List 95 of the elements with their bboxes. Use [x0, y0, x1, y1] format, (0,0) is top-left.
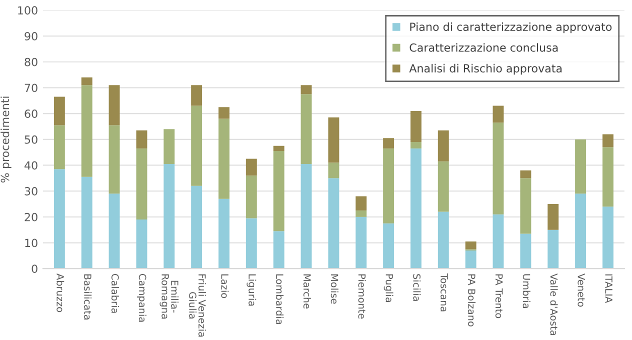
bar — [492, 106, 504, 123]
bar — [300, 85, 312, 94]
x-tick-label: ITALIA — [605, 274, 612, 304]
x-tick-label: Basilicata — [84, 274, 92, 320]
bar — [108, 194, 120, 269]
bar — [300, 164, 312, 269]
bar — [81, 77, 92, 86]
bar — [438, 161, 449, 212]
bar — [81, 85, 92, 177]
legend-label: Caratterizzazione conclusa — [410, 43, 558, 52]
bar — [191, 186, 202, 269]
bar — [328, 162, 340, 178]
y-tick-label: 70 — [24, 84, 38, 92]
bar — [273, 231, 284, 269]
bar — [492, 214, 504, 269]
bar — [81, 176, 92, 269]
bar — [438, 212, 449, 269]
bar — [520, 178, 532, 234]
x-tick-label: Puglia — [384, 274, 394, 302]
bar — [218, 198, 230, 269]
bar — [273, 151, 284, 232]
bar — [410, 142, 422, 148]
bar — [548, 230, 559, 269]
x-tick-label: Veneto — [578, 274, 585, 307]
x-tick-label: PA Trento — [495, 274, 503, 318]
bar — [356, 196, 367, 210]
y-tick-label: 60 — [24, 110, 38, 118]
y-axis-title: % procedimenti — [0, 96, 12, 183]
bar — [383, 148, 394, 224]
bar — [218, 107, 230, 119]
bar — [602, 147, 614, 207]
legend-label: Piano di caratterizzazione approvato — [410, 22, 612, 34]
bar — [136, 148, 148, 220]
x-tick-label: PA Bolzano — [468, 274, 476, 326]
bar — [246, 158, 257, 176]
bar — [328, 178, 340, 269]
bar — [136, 130, 148, 148]
y-tick-label: 30 — [24, 187, 38, 196]
x-tick-label: Molise — [330, 274, 338, 304]
bar — [164, 164, 175, 269]
x-tick-label: Toscana — [440, 273, 448, 312]
x-tick-label: Lombardia — [276, 274, 284, 324]
bar — [575, 194, 586, 269]
x-tick-label: Calabria — [111, 274, 119, 313]
bar — [218, 118, 230, 199]
bar — [575, 139, 586, 194]
bar — [246, 176, 257, 218]
bar — [54, 169, 65, 269]
bar — [300, 94, 312, 164]
y-tick-label: 10 — [25, 238, 38, 248]
x-tick-label: Abruzzo — [56, 274, 64, 312]
bar — [465, 241, 476, 250]
y-tick-label: 90 — [24, 32, 38, 40]
bar — [410, 148, 422, 269]
x-tick-label: Umbria — [522, 274, 530, 308]
bar — [383, 223, 394, 269]
bar — [54, 96, 65, 126]
bar — [191, 106, 202, 186]
x-tick-label: Emilia- Romagna — [160, 274, 179, 319]
y-tick-label: 80 — [24, 58, 38, 66]
x-tick-label: Lazio — [221, 274, 229, 298]
bar — [548, 204, 559, 230]
bar — [108, 125, 120, 194]
bar — [328, 117, 340, 163]
bar — [136, 220, 148, 269]
y-tick-label: 0 — [32, 264, 38, 273]
bar — [520, 170, 532, 178]
legend-label: Analisi di Rischio approvata — [409, 64, 562, 75]
bar — [465, 250, 476, 269]
y-tick-label: 20 — [24, 212, 38, 222]
bar — [108, 85, 120, 126]
x-tick-label: Piemonte — [358, 274, 366, 319]
bar — [356, 210, 367, 217]
y-tick-label: 100 — [18, 6, 38, 15]
x-tick-label: Liguria — [246, 274, 256, 306]
bar — [191, 85, 202, 106]
x-tick-label: Friuli Venezia Giulia — [189, 274, 206, 337]
bar — [383, 138, 394, 148]
bar — [410, 110, 422, 142]
y-tick-label: 50 — [24, 135, 38, 144]
x-tick-label: Valle d'Aosta — [550, 274, 558, 336]
y-tick-label: 40 — [24, 161, 38, 170]
x-tick-label: Sicilia — [413, 274, 421, 301]
bar — [492, 122, 504, 214]
bar — [356, 216, 367, 269]
bar — [164, 129, 175, 164]
bar — [602, 134, 614, 148]
bar — [273, 146, 284, 152]
x-tick-label: Campania — [137, 274, 146, 322]
bar — [54, 125, 65, 170]
bar — [520, 234, 532, 269]
bar — [246, 218, 257, 269]
bar — [438, 130, 449, 162]
bar — [602, 206, 614, 269]
x-tick-label: Marche — [303, 274, 311, 309]
